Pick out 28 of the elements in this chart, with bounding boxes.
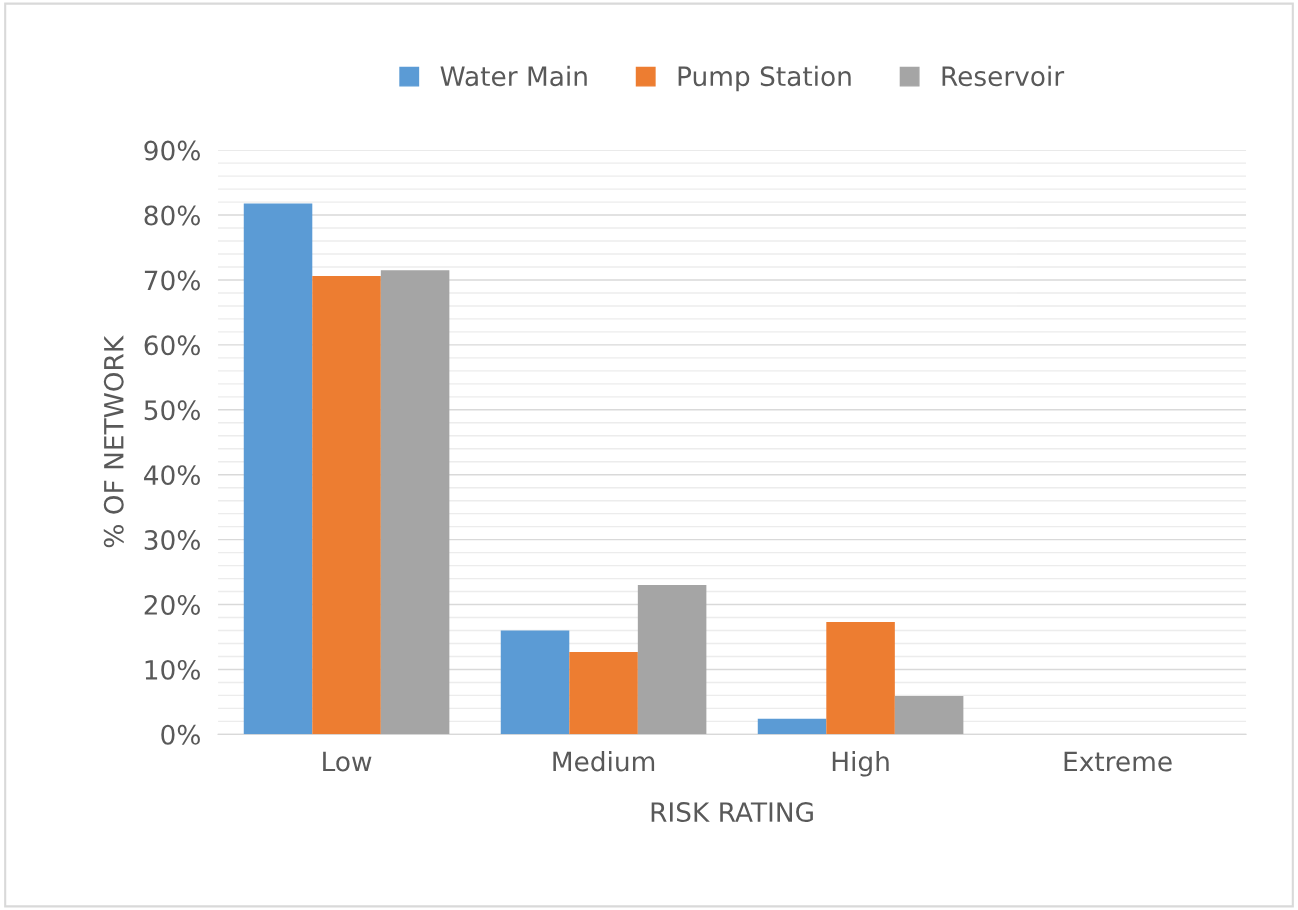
x-tick-label: Low bbox=[323, 751, 372, 772]
bar bbox=[569, 651, 638, 735]
y-tick-label: 30% bbox=[144, 530, 200, 551]
y-tick-label: 70% bbox=[144, 270, 200, 291]
y-tick-label: 80% bbox=[144, 205, 200, 226]
bar bbox=[243, 203, 313, 735]
y-tick-label: 60% bbox=[144, 335, 200, 356]
legend-label: Reservoir bbox=[942, 65, 1065, 87]
bar bbox=[500, 630, 570, 735]
bar bbox=[757, 718, 827, 735]
x-tick-label: Extreme bbox=[1064, 751, 1172, 772]
bar bbox=[312, 276, 381, 735]
bar bbox=[894, 696, 964, 735]
y-tick-label: 20% bbox=[144, 594, 200, 615]
y-tick-label: 90% bbox=[144, 140, 200, 161]
x-tick-label: Medium bbox=[553, 751, 655, 772]
y-axis-title: % OF NETWORK bbox=[103, 335, 124, 548]
y-tick-label: 40% bbox=[144, 465, 200, 486]
bar bbox=[637, 585, 707, 735]
y-tick-label: 0% bbox=[161, 724, 200, 745]
y-tick-label: 10% bbox=[145, 659, 200, 680]
x-axis-title: RISK RATING bbox=[651, 802, 813, 822]
legend-label: Pump Station bbox=[678, 65, 851, 92]
x-tick-label: High bbox=[832, 751, 889, 777]
bar bbox=[826, 622, 895, 735]
legend-label: Water Main bbox=[440, 65, 587, 87]
bar bbox=[380, 270, 450, 735]
y-tick-label: 50% bbox=[144, 400, 200, 421]
